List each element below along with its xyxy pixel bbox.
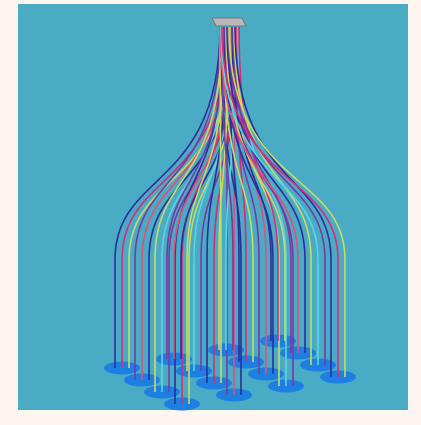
wire [226,26,306,353]
wire [232,26,292,353]
wire [234,26,332,377]
wire [221,26,339,377]
wire [220,26,319,365]
wire [219,26,299,353]
wires [114,26,346,404]
wire [219,26,222,383]
wire [154,26,223,392]
wire [231,26,272,341]
viewport [18,4,408,410]
wire [114,26,221,368]
wire [225,26,286,341]
wire [221,26,234,350]
wire [233,26,312,365]
wire [238,26,279,341]
top-plate [211,17,247,27]
wire [228,26,346,377]
wire [134,26,222,380]
wire [227,26,326,365]
